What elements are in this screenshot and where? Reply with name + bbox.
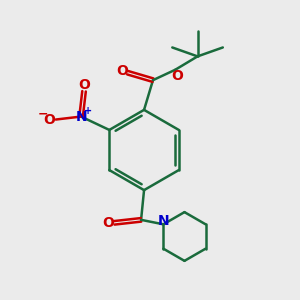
Text: O: O [78, 78, 90, 92]
Text: N: N [75, 110, 87, 124]
Text: O: O [43, 112, 55, 127]
Text: O: O [171, 69, 183, 83]
Text: O: O [116, 64, 128, 78]
Text: −: − [38, 108, 49, 121]
Text: N: N [158, 214, 169, 228]
Text: O: O [103, 216, 114, 230]
Text: +: + [83, 106, 92, 116]
